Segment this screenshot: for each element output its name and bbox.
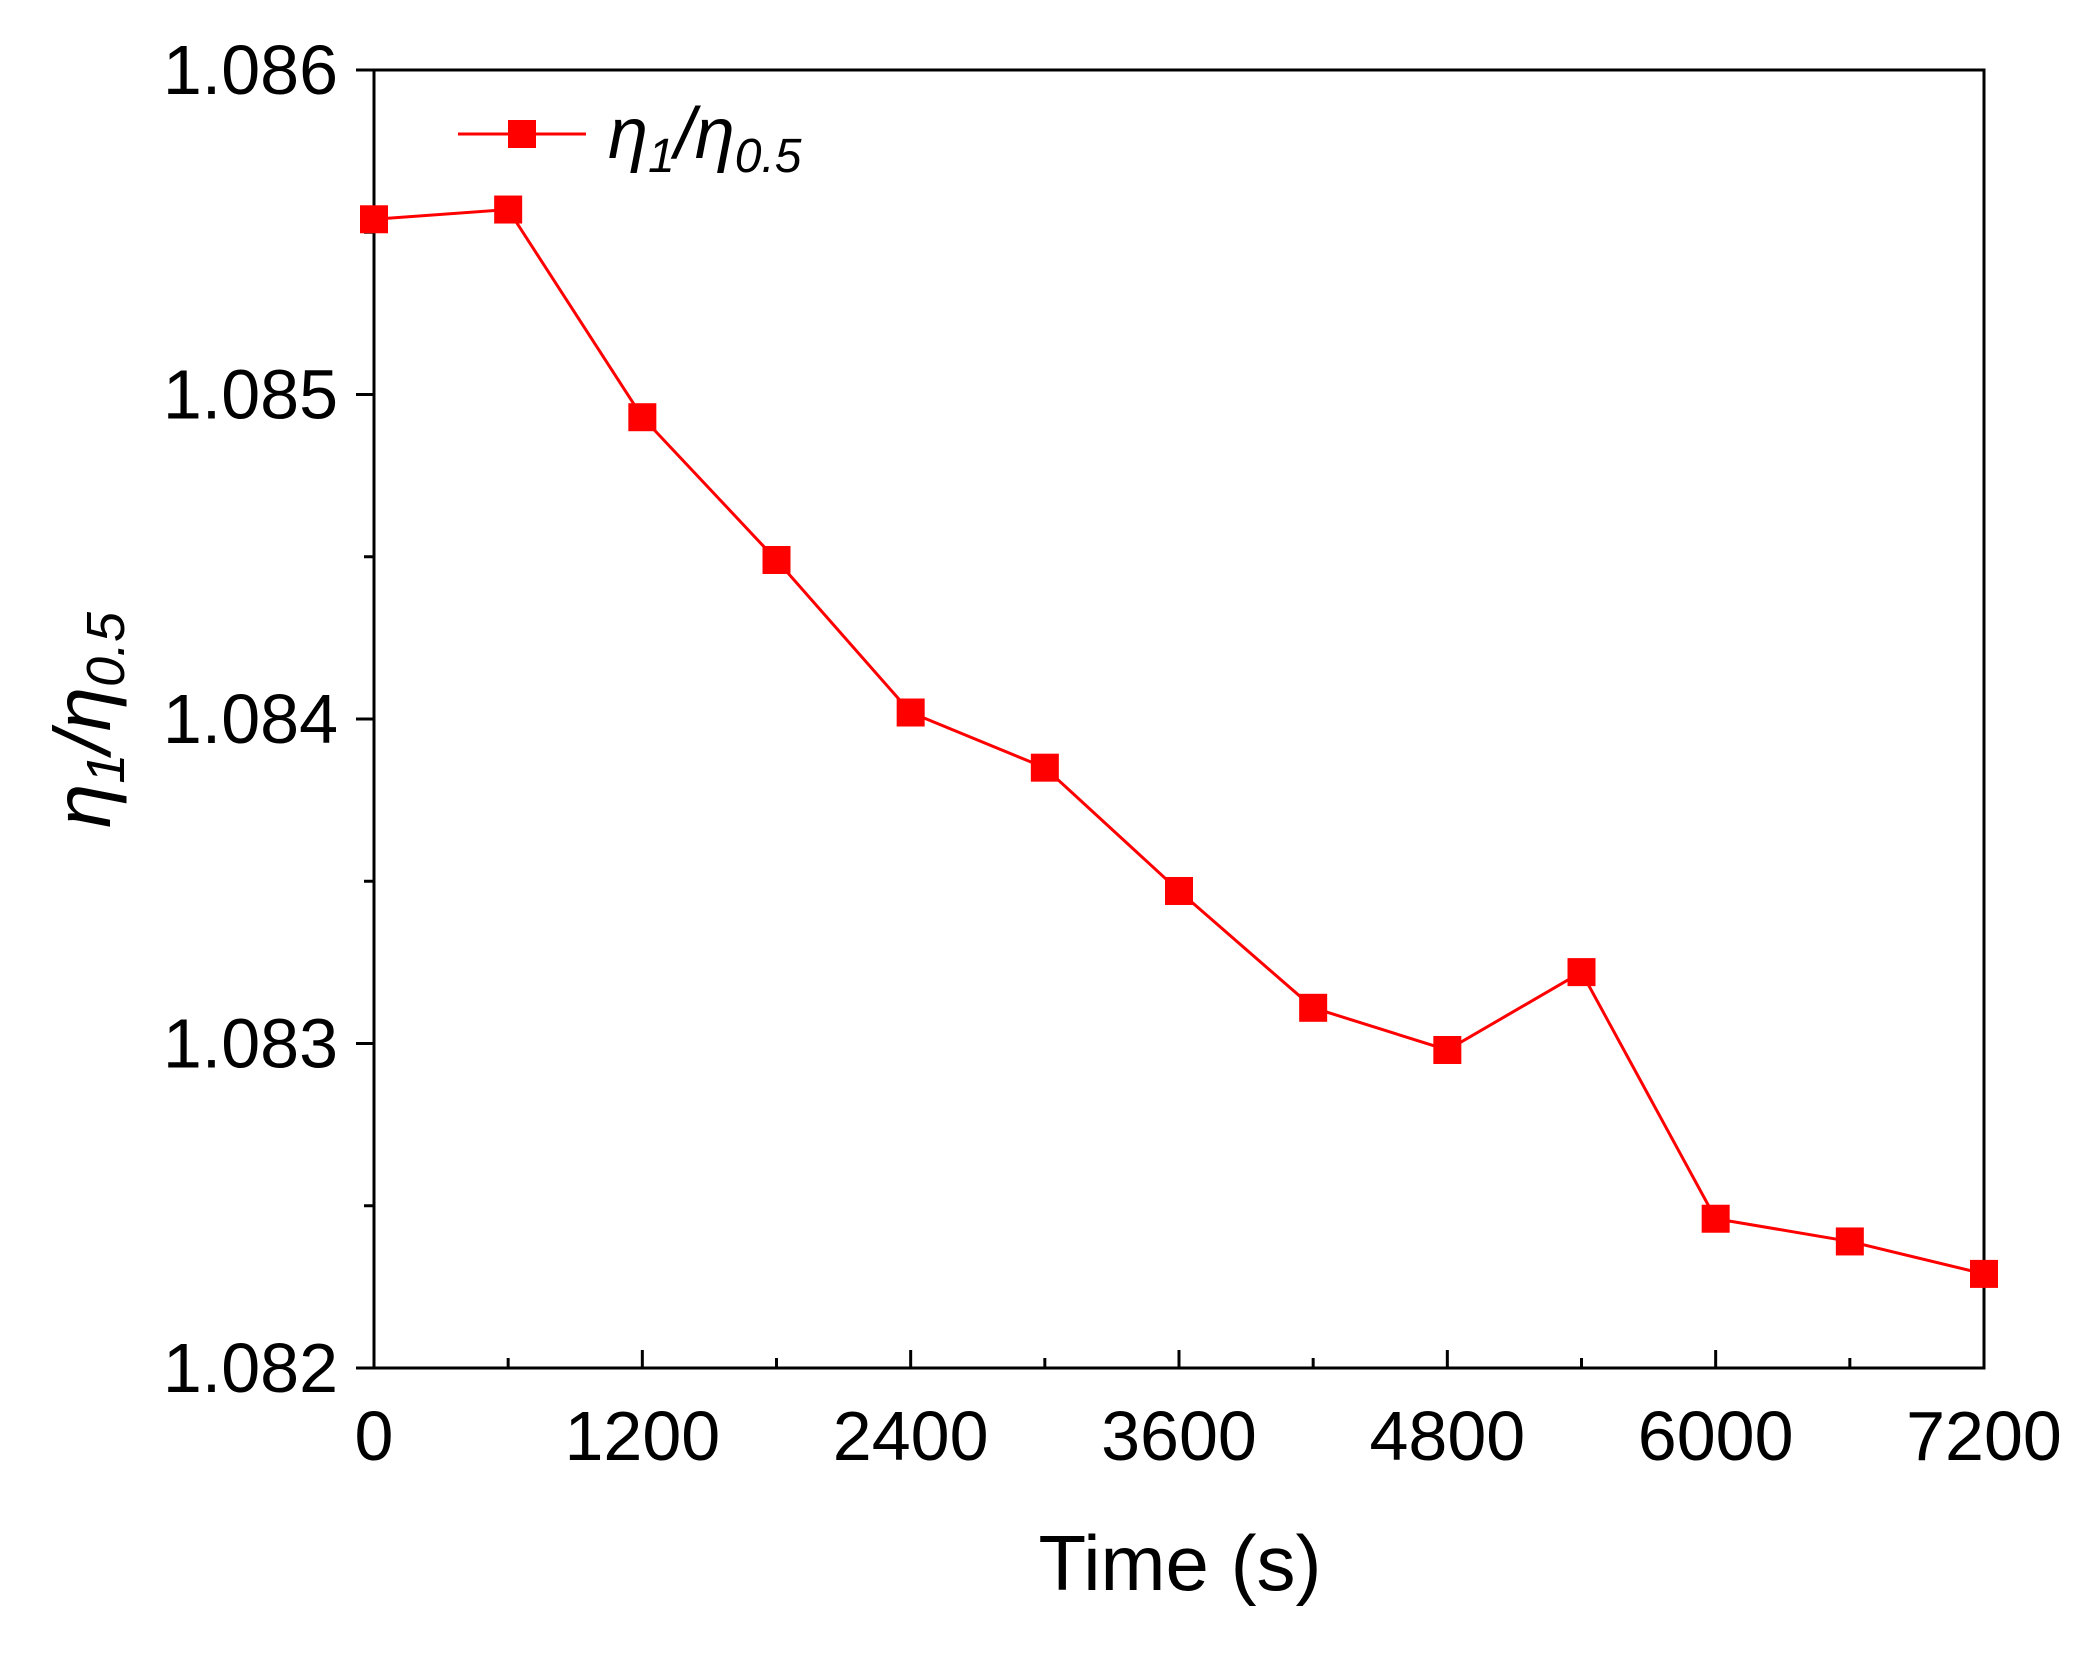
x-axis-label: Time (s) (1038, 1519, 1321, 1607)
data-point (1567, 958, 1596, 987)
x-tick-label: 2400 (833, 1397, 989, 1475)
y-tick-label: 1.084 (163, 680, 338, 758)
legend-label: η1/η0.5 (608, 94, 802, 183)
data-point (1970, 1259, 1998, 1288)
data-point (1701, 1204, 1730, 1233)
x-axis-tick-labels: 0 1200 2400 3600 4800 6000 7200 (355, 1397, 2062, 1475)
x-tick-label: 0 (355, 1397, 394, 1475)
x-axis-ticks (372, 1350, 1986, 1368)
y-label-sub1: 1 (76, 754, 136, 784)
y-tick-label: 1.086 (163, 31, 338, 109)
x-tick-label: 3600 (1101, 1397, 1257, 1475)
y-axis-ticks (356, 68, 374, 1370)
x-tick-label: 4800 (1369, 1397, 1525, 1475)
data-point (1835, 1227, 1864, 1256)
legend: η1/η0.5 (458, 94, 802, 183)
series-layer (360, 195, 1998, 1288)
y-tick-label: 1.083 (163, 1005, 338, 1083)
x-tick-label: 6000 (1638, 1397, 1794, 1475)
data-point (762, 545, 791, 574)
legend-sub1: 1 (648, 130, 675, 183)
y-label-eta: η (38, 784, 127, 828)
y-label-sub2: 0.5 (76, 611, 136, 687)
y-tick-label: 1.085 (163, 356, 338, 434)
data-point (360, 205, 388, 234)
series-line (373, 207, 1985, 1276)
legend-marker (508, 120, 536, 148)
y-axis-label: η1/η0.5 (38, 611, 136, 828)
legend-sub2: 0.5 (735, 130, 802, 183)
x-tick-label: 1200 (564, 1397, 720, 1475)
data-point (1299, 993, 1328, 1022)
data-point (1165, 876, 1193, 905)
x-tick-label: 7200 (1906, 1397, 2062, 1475)
data-point (896, 698, 925, 727)
data-point (628, 403, 657, 432)
y-axis-tick-labels: 1.082 1.083 1.084 1.085 1.086 (163, 31, 338, 1407)
y-tick-label: 1.082 (163, 1329, 338, 1407)
data-point (1433, 1035, 1462, 1064)
legend-eta: η (608, 94, 648, 174)
data-point (494, 195, 523, 224)
plot-frame (372, 68, 1986, 1370)
y-label-eta2: η (38, 687, 127, 731)
data-point (1030, 753, 1059, 782)
legend-eta2: η (695, 94, 735, 174)
